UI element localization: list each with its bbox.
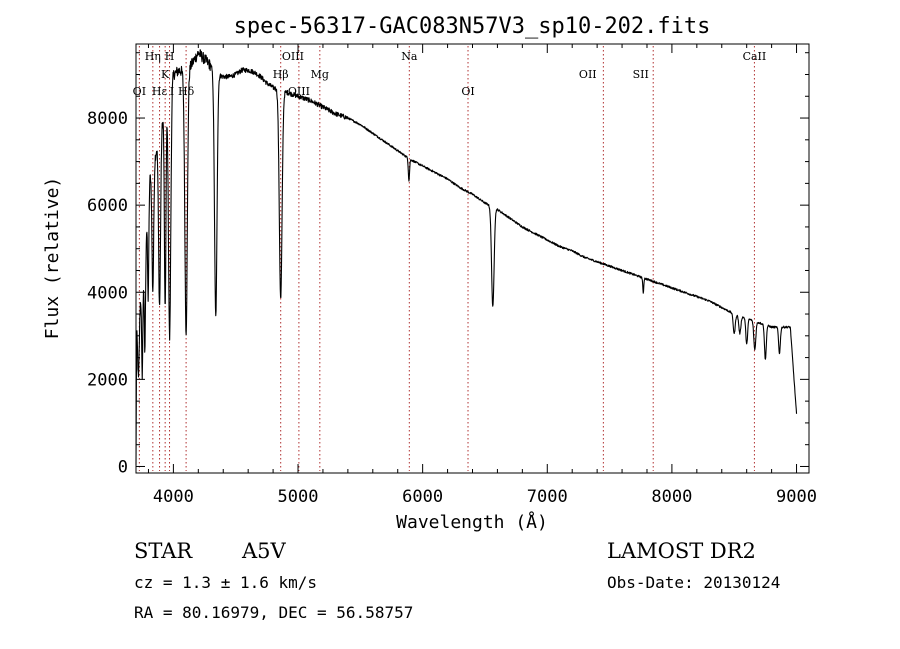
x-axis-label: Wavelength (Å): [396, 511, 548, 533]
chart-title: spec-56317-GAC083N57V3_sp10-202.fits: [234, 14, 711, 39]
spectral-line-label: OII: [579, 68, 597, 81]
spectral-line-label: Hε: [152, 85, 168, 98]
spectral-line-label: H: [165, 50, 175, 63]
y-tick-label: 6000: [87, 196, 128, 216]
sky-coordinates: RA = 80.16979, DEC = 56.58757: [134, 603, 413, 622]
survey-name: LAMOST DR2: [607, 539, 756, 563]
spectral-line-label: K: [161, 68, 170, 81]
x-axis-ticks: 4000 5000 6000 7000 8000 9000: [147, 44, 817, 507]
spectral-line-label: OI: [461, 85, 474, 98]
spectral-subclass: A5V: [241, 539, 287, 563]
spectral-line-label: SII: [633, 68, 649, 81]
spectral-line-markers: [138, 46, 755, 471]
x-tick-label: 9000: [776, 487, 817, 507]
spectral-line-label: CaII: [743, 50, 767, 63]
y-tick-label: 0: [118, 457, 128, 477]
spectrum-line: [135, 49, 798, 465]
x-tick-label: 4000: [153, 487, 194, 507]
y-tick-label: 2000: [87, 370, 128, 390]
y-axis-ticks: 0 2000 4000 6000 8000: [87, 52, 809, 477]
plot-frame: [135, 43, 810, 474]
y-axis-label: Flux (relative): [42, 177, 63, 340]
spectrum-series: [135, 49, 798, 465]
x-tick-label: 6000: [402, 487, 443, 507]
y-tick-label: 8000: [87, 109, 128, 129]
x-tick-label: 8000: [651, 487, 692, 507]
redshift-velocity: cz = 1.3 ± 1.6 km/s: [134, 573, 317, 592]
spectral-line-label: Hβ: [273, 68, 289, 81]
object-type: STAR: [134, 539, 193, 563]
spectral-line-label: Hη: [145, 50, 161, 63]
y-tick-label: 4000: [87, 283, 128, 303]
x-tick-label: 7000: [527, 487, 568, 507]
spectral-line-label: Hδ: [178, 85, 195, 98]
spectral-line-label: Mg: [311, 68, 329, 81]
spectral-line-label: OIII: [282, 50, 304, 63]
spectral-line-label: Na: [401, 50, 418, 63]
x-tick-label: 5000: [278, 487, 319, 507]
observation-date: Obs-Date: 20130124: [607, 573, 780, 592]
